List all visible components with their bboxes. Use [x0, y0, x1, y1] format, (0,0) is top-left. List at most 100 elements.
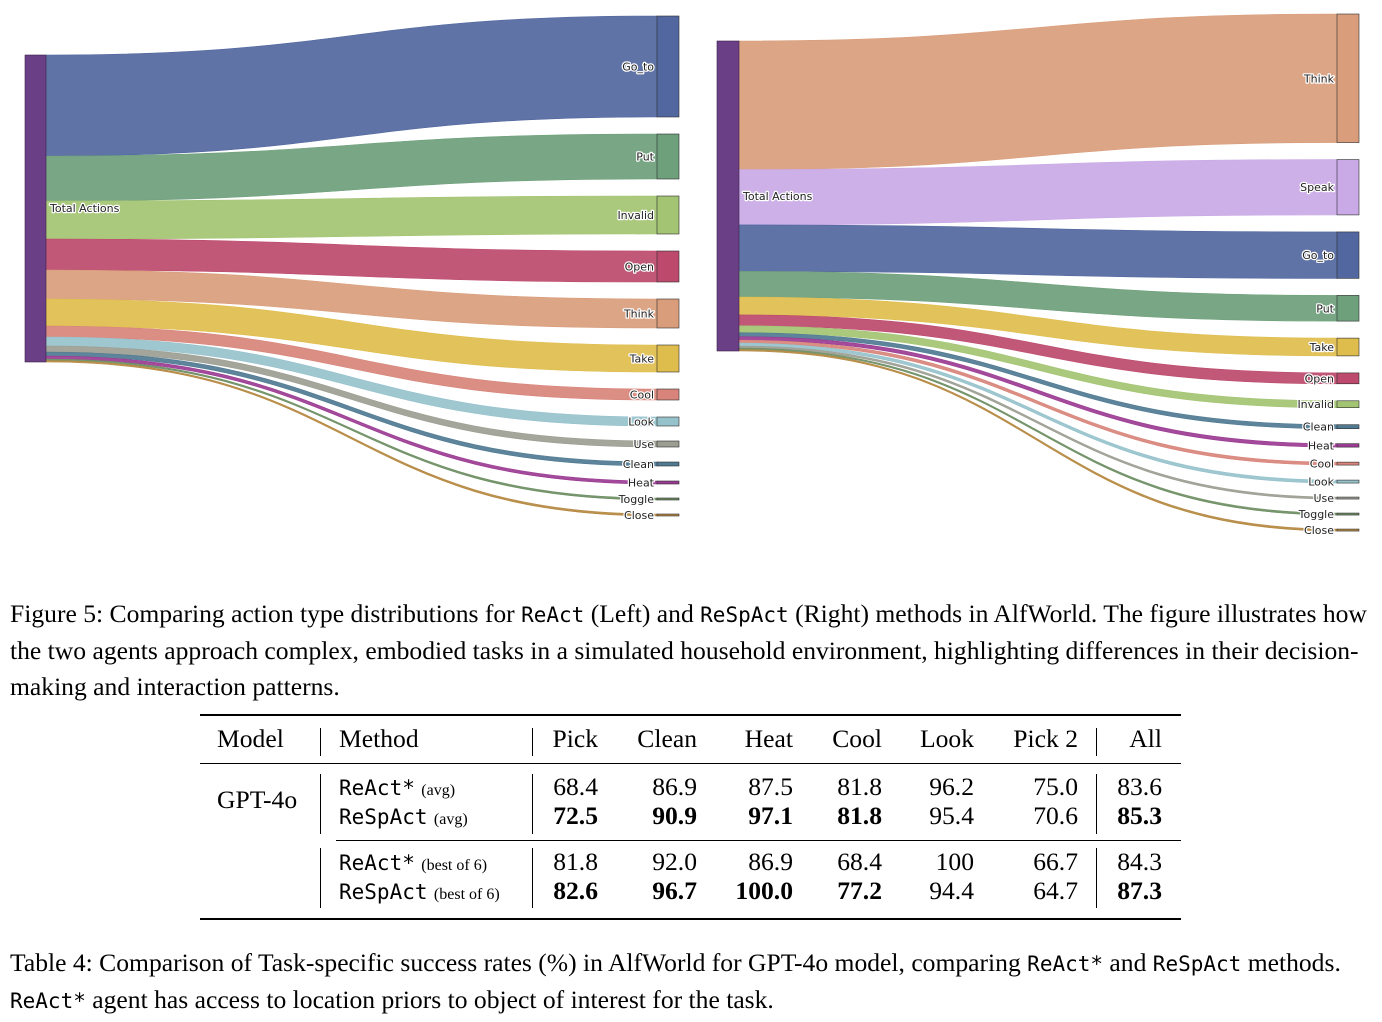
table-caption: Table 4: Comparison of Task-specific suc…: [10, 945, 1376, 1019]
method-note: (best of 6): [421, 857, 488, 874]
right-sankey-label-open: Open: [1305, 372, 1334, 385]
value-cell: 86.9: [748, 847, 793, 876]
method-note: (best of 6): [433, 886, 500, 903]
right-sankey-node-heat: [1336, 443, 1360, 448]
right-sankey-label-heat: Heat: [1308, 439, 1335, 452]
value-cell: 97.1: [748, 801, 793, 830]
header-pick2: Pick 2: [1013, 724, 1078, 753]
value-cell: 100.0: [735, 876, 793, 905]
right-sankey-label-use: Use: [1313, 492, 1334, 505]
left-sankey-label-close: Close: [624, 509, 654, 522]
right-sankey-label-cool: Cool: [1310, 458, 1334, 471]
right-sankey-node-look: [1336, 479, 1360, 484]
value-cell: 95.4: [929, 801, 974, 830]
left-sankey-node-use: [656, 440, 680, 448]
table-group-rule: [336, 840, 1181, 841]
left-sankey-node-think: [656, 298, 680, 329]
value-cell: 92.0: [652, 847, 697, 876]
value-cell: 90.9: [652, 801, 697, 830]
table-caption-method-a: ReAct*: [1027, 952, 1104, 976]
table-caption-method-c: ReAct*: [10, 989, 86, 1013]
header-method: Method: [339, 724, 419, 753]
left-sankey-source-label: Total Actions: [49, 202, 120, 215]
method-cell: ReAct* (best of 6): [339, 847, 487, 881]
right-sankey-node-open: [1336, 372, 1360, 385]
left-sankey-node-put: [656, 133, 680, 180]
left-sankey-source-node: [24, 54, 47, 363]
right-sankey-node-clean: [1336, 424, 1360, 429]
right-sankey-node-toggle: [1336, 512, 1360, 516]
right-sankey-node-put: [1336, 295, 1360, 322]
figure-caption-method-b: ReSpAct: [700, 603, 789, 627]
figure-caption-prefix: Figure 5: Comparing action type distribu…: [10, 599, 522, 628]
value-cell: 70.6: [1033, 801, 1078, 830]
left-sankey-label-cool: Cool: [630, 389, 654, 402]
left-sankey-label-think: Think: [623, 308, 655, 321]
left-sankey-node-open: [656, 250, 680, 283]
right-sankey-link-think: [738, 13, 1338, 170]
right-sankey-label-think: Think: [1303, 72, 1335, 85]
method-note: (avg): [421, 782, 456, 799]
table-separator: [1096, 728, 1097, 756]
header-look: Look: [919, 724, 974, 753]
results-table: Model Method Pick Clean Heat Cool Look P…: [200, 714, 1181, 920]
method-name: ReAct*: [339, 776, 415, 800]
left-sankey-node-go-to: [656, 15, 680, 118]
left-sankey-label-heat: Heat: [628, 477, 655, 490]
value-cell: 87.5: [748, 772, 793, 801]
right-sankey-node-use: [1336, 496, 1360, 500]
header-model: Model: [217, 724, 284, 753]
left-sankey-link-invalid: [45, 195, 658, 240]
method-cell: ReSpAct (best of 6): [339, 876, 500, 910]
left-sankey-label-toggle: Toggle: [618, 493, 655, 506]
table-caption-method-b: ReSpAct: [1152, 952, 1242, 976]
header-pick: Pick: [552, 724, 598, 753]
left-sankey-label-open: Open: [625, 261, 654, 274]
right-sankey-node-cool: [1336, 461, 1360, 466]
left-sankey-label-take: Take: [629, 353, 655, 366]
left-sankey-node-toggle: [656, 497, 680, 501]
value-cell: 81.8: [837, 772, 882, 801]
left-sankey-node-take: [656, 344, 680, 373]
figure-caption-suffix: (Right) methods in AlfWorld. The figure …: [10, 599, 1367, 701]
table-caption-suffix: agent has access to location priors to o…: [85, 985, 774, 1014]
method-name: ReSpAct: [339, 805, 428, 829]
table-header-rule: [200, 763, 1181, 764]
value-cell: 68.4: [837, 847, 882, 876]
header-clean: Clean: [637, 724, 697, 753]
right-sankey-node-think: [1336, 13, 1360, 143]
right-sankey-label-speak: Speak: [1300, 181, 1334, 194]
table-separator: [1096, 774, 1097, 834]
header-heat: Heat: [744, 724, 793, 753]
left-sankey-label-put: Put: [636, 151, 654, 164]
left-sankey-label-invalid: Invalid: [617, 209, 654, 222]
left-sankey-node-clean: [656, 461, 680, 467]
value-cell: 81.8: [553, 847, 598, 876]
method-name: ReAct*: [339, 851, 415, 875]
method-cell: ReSpAct (avg): [339, 801, 468, 835]
value-cell: 82.6: [553, 876, 598, 905]
value-cell: 68.4: [553, 772, 598, 801]
right-sankey-label-invalid: Invalid: [1297, 398, 1334, 411]
right-sankey-link-speak: [738, 159, 1338, 226]
value-cell: 84.3: [1117, 847, 1162, 876]
left-sankey-label-go-to: Go_to: [622, 61, 654, 74]
value-cell: 64.7: [1033, 876, 1078, 905]
table-caption-prefix: Table 4: Comparison of Task-specific suc…: [10, 948, 1028, 977]
table-separator: [320, 848, 321, 908]
right-sankey-label-clean: Clean: [1303, 421, 1334, 434]
value-cell: 94.4: [929, 876, 974, 905]
table-separator: [532, 774, 533, 834]
right-sankey-source-label: Total Actions: [742, 190, 813, 203]
table-separator: [320, 774, 321, 834]
value-cell: 81.8: [837, 801, 882, 830]
value-cell: 87.3: [1117, 876, 1162, 905]
right-sankey-node-close: [1336, 528, 1360, 532]
left-sankey-label-look: Look: [628, 416, 654, 429]
right-sankey-label-take: Take: [1309, 341, 1335, 354]
value-cell: 72.5: [553, 801, 598, 830]
left-sankey-node-close: [656, 513, 680, 517]
value-cell: 100: [935, 847, 974, 876]
right-sankey-label-go-to: Go_to: [1302, 249, 1334, 262]
method-note: (avg): [433, 811, 468, 828]
